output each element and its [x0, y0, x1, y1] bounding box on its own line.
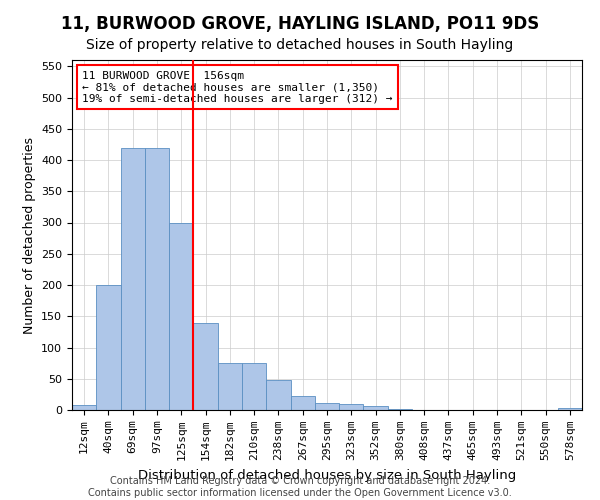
Bar — [169, 222, 193, 410]
Bar — [96, 285, 121, 410]
Bar — [242, 363, 266, 410]
X-axis label: Distribution of detached houses by size in South Hayling: Distribution of detached houses by size … — [138, 468, 516, 481]
Bar — [290, 396, 315, 410]
Y-axis label: Number of detached properties: Number of detached properties — [23, 136, 35, 334]
Bar — [266, 380, 290, 410]
Bar — [558, 408, 582, 410]
Bar — [72, 405, 96, 410]
Text: Contains HM Land Registry data © Crown copyright and database right 2024.
Contai: Contains HM Land Registry data © Crown c… — [88, 476, 512, 498]
Bar — [218, 363, 242, 410]
Bar — [315, 402, 339, 410]
Text: Size of property relative to detached houses in South Hayling: Size of property relative to detached ho… — [86, 38, 514, 52]
Text: 11 BURWOOD GROVE: 156sqm
← 81% of detached houses are smaller (1,350)
19% of sem: 11 BURWOOD GROVE: 156sqm ← 81% of detach… — [82, 70, 392, 104]
Bar — [364, 406, 388, 410]
Bar — [121, 148, 145, 410]
Bar — [388, 409, 412, 410]
Bar — [193, 322, 218, 410]
Text: 11, BURWOOD GROVE, HAYLING ISLAND, PO11 9DS: 11, BURWOOD GROVE, HAYLING ISLAND, PO11 … — [61, 15, 539, 33]
Bar — [339, 404, 364, 410]
Bar — [145, 148, 169, 410]
